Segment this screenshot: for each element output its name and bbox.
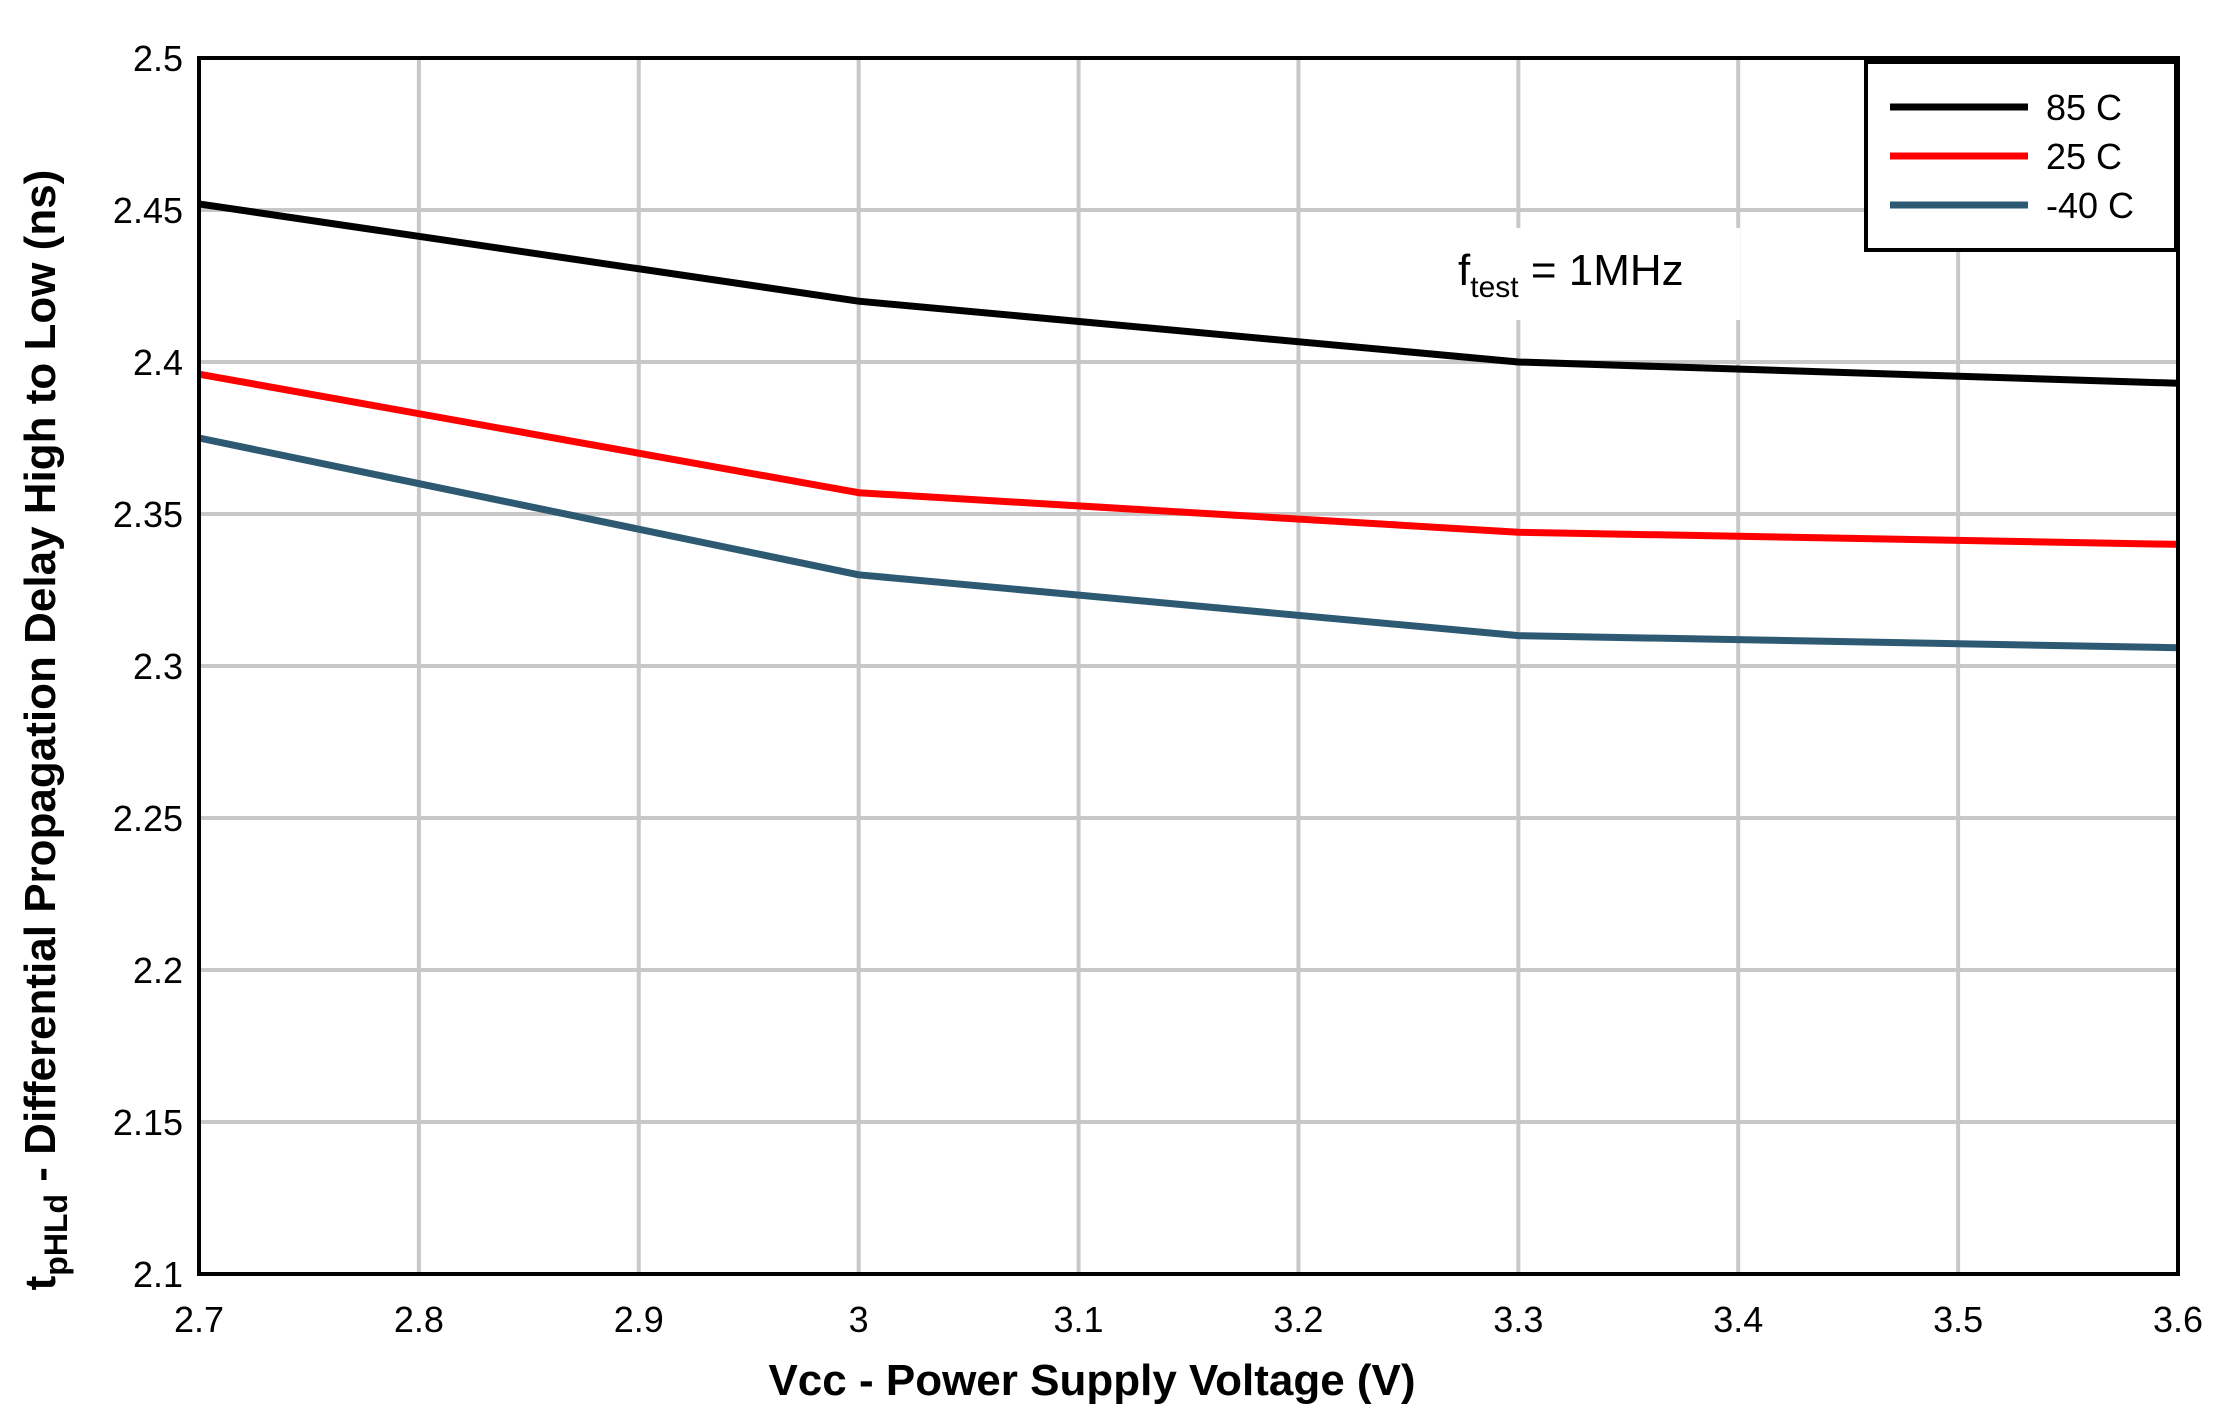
x-tick-labels: 2.7 2.8 2.9 3 3.1 3.2 3.3 3.4 3.5 3.6 — [174, 1299, 2203, 1340]
x-tick-label: 2.8 — [394, 1299, 444, 1340]
y-tick-labels: 2.1 2.15 2.2 2.25 2.3 2.35 2.4 2.45 2.5 — [113, 38, 183, 1295]
series-line-85c — [198, 200, 2179, 387]
x-tick-label: 2.7 — [174, 1299, 224, 1340]
y-tick-label: 2.15 — [113, 1102, 183, 1143]
annotation-background — [1440, 228, 1740, 320]
y-tick-label: 2.3 — [133, 646, 183, 687]
y-tick-label: 2.1 — [133, 1254, 183, 1295]
y-axis-title: tpHLd - Differential Propagation Delay H… — [16, 170, 74, 1291]
series-line-neg40c — [198, 434, 2179, 652]
x-tick-label: 3.1 — [1054, 1299, 1104, 1340]
x-tick-label: 3.5 — [1933, 1299, 1983, 1340]
annotation-rest: = 1MHz — [1519, 246, 1684, 295]
y-tick-label: 2.5 — [133, 38, 183, 79]
legend-label: 85 C — [2046, 87, 2122, 128]
y-axis-title-rest: - Differential Propagation Delay High to… — [16, 170, 65, 1194]
annotation: ftest = 1MHz — [1458, 246, 1684, 304]
x-tick-label: 3.2 — [1273, 1299, 1323, 1340]
series-line-25c — [198, 370, 2179, 548]
y-tick-label: 2.2 — [133, 950, 183, 991]
y-axis-title-sub: pHLd — [38, 1194, 74, 1276]
series-lines — [198, 200, 2179, 652]
plot-frame — [197, 56, 2180, 1276]
y-tick-label: 2.25 — [113, 798, 183, 839]
legend: 85 C 25 C -40 C — [1864, 60, 2178, 252]
x-tick-label: 3 — [849, 1299, 869, 1340]
y-axis-title-main: t — [16, 1275, 65, 1290]
annotation-main: f — [1458, 246, 1471, 295]
y-tick-label: 2.45 — [113, 190, 183, 231]
annotation-sub: test — [1470, 271, 1519, 304]
x-axis-title: Vcc - Power Supply Voltage (V) — [768, 1356, 1415, 1405]
x-tick-label: 3.6 — [2153, 1299, 2203, 1340]
y-tick-label: 2.4 — [133, 342, 183, 383]
legend-label: -40 C — [2046, 185, 2134, 226]
y-tick-label: 2.35 — [113, 494, 183, 535]
x-tick-label: 2.9 — [614, 1299, 664, 1340]
legend-label: 25 C — [2046, 136, 2122, 177]
x-tick-label: 3.4 — [1713, 1299, 1763, 1340]
x-tick-label: 3.3 — [1493, 1299, 1543, 1340]
